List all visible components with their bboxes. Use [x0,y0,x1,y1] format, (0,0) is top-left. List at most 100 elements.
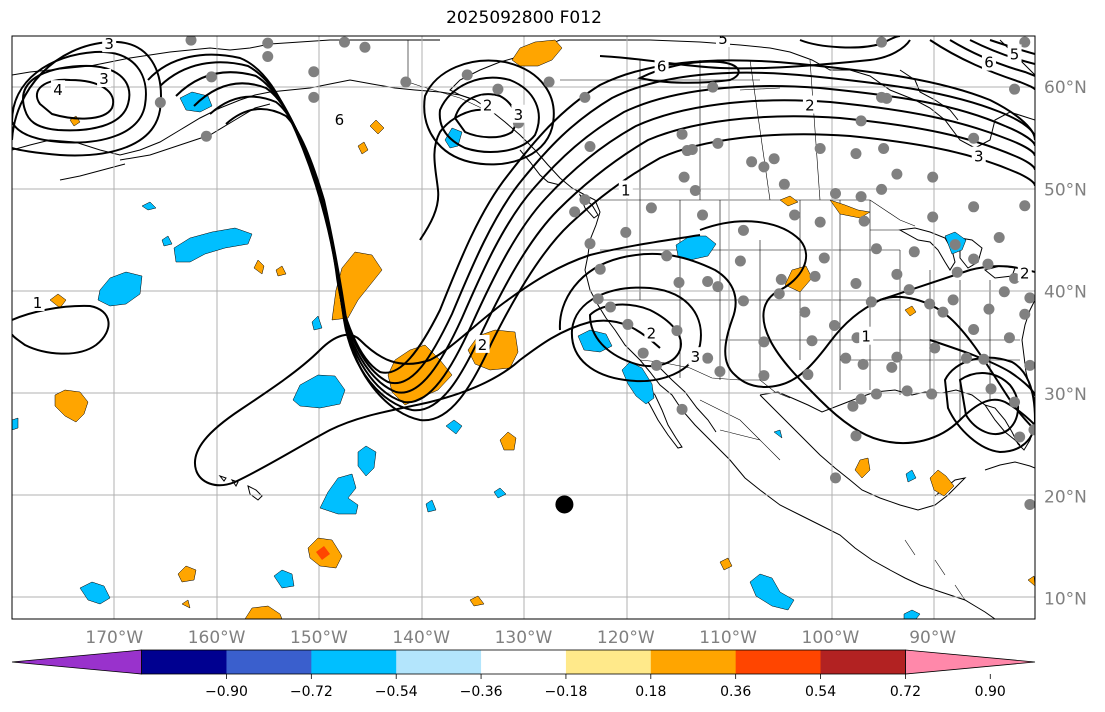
station-dot [901,385,913,397]
contour-label-bg [102,36,117,53]
longitude-label: 130°W [495,628,553,648]
contour-label: 3 [514,106,524,124]
negative-anomaly-patch [319,473,359,515]
positive-anomaly-patch [177,565,197,583]
station-dot [968,253,980,265]
station-dot [993,231,1005,243]
station-dot [775,273,787,285]
positive-anomaly-patch [469,595,485,607]
station-dot [712,137,724,149]
latitude-labels: 60°N 50°N 40°N 30°N 20°N 10°N [1044,78,1087,609]
station-dot [881,92,893,104]
colorbar-tick-label: 0.90 [975,684,1006,700]
station-dot [855,393,867,405]
colorbar-segment [226,650,312,674]
negative-anomaly-patch [425,499,437,513]
station-dot [773,288,785,300]
station-dot [594,263,606,275]
positive-anomaly-patch [499,431,517,451]
station-dot [746,156,758,168]
station-dot [903,284,915,296]
station-dot [1009,396,1021,408]
station-dot [262,50,274,62]
station-dot [960,352,972,364]
station-dot [661,250,673,262]
contour-label: 5 [718,30,728,48]
positive-anomaly-patch [275,265,287,277]
contour-label: 6 [335,111,345,129]
station-dot [584,140,596,152]
station-dot [926,388,938,400]
station-dot [154,96,166,108]
positive-anomaly-patch [904,305,917,317]
negative-anomaly-patch [311,315,323,331]
station-dot [185,36,197,46]
station-dot [809,270,821,282]
negative-anomaly-patch [12,417,19,431]
station-dot [1024,292,1035,304]
contour-label: 6 [657,58,667,76]
station-dot [985,383,997,395]
station-dot [1003,332,1015,344]
station-dot [870,388,882,400]
station-dot [870,243,882,255]
coastlines [12,39,1035,619]
station-dot [818,252,830,264]
longitude-label: 110°W [699,628,757,648]
positive-anomaly-patch [49,293,67,309]
contour-label-bg [511,104,526,123]
colorbar-tick-label: −0.36 [460,684,503,700]
station-dot [857,358,869,370]
colorbar-tick-label: −0.54 [375,684,418,700]
contour-label-bg [480,95,495,114]
station-dot [359,41,371,53]
station-dot [579,194,591,206]
longitude-label: 140°W [392,628,450,648]
station-dot [929,342,941,354]
station-dot [604,301,616,313]
station-dot [830,188,842,200]
station-dot [737,224,749,236]
station-dot [949,239,961,251]
colorbar-extend-max [905,649,1036,675]
station-dot [814,143,826,155]
colorbar-segment [650,650,737,674]
contour-label-bg [644,323,659,342]
contour-label-bg [654,56,669,75]
contour-label: 2 [478,336,488,354]
station-dot [1009,272,1021,284]
station-dot [830,472,842,484]
negative-anomaly-patch [773,429,783,439]
positive-anomaly-patch [54,389,89,423]
contour-label: 1 [33,294,43,312]
colorbar-tick-label: 0.18 [635,684,666,700]
negative-anomaly-patch [173,227,253,263]
station-dot [671,325,683,337]
station-dot [908,246,920,258]
colorbar: −0.90 −0.72 −0.54 −0.36 −0.18 0.18 0.36 0.54 0.7… [11,649,1036,700]
positive-anomaly-patch [511,39,563,67]
station-markers [154,36,1035,510]
colorbar-segment [396,650,482,674]
negative-anomaly-patch [905,469,917,483]
station-dot [878,143,890,155]
map-frame [11,35,1036,620]
contour-label-bg [971,146,986,165]
station-dot [338,36,350,48]
latitude-label: 30°N [1044,385,1087,405]
contour-label-bg [618,180,633,199]
station-dot [584,238,596,250]
station-dot [707,81,719,93]
station-dot [806,335,818,347]
station-dot [814,216,826,228]
station-dot [678,171,690,183]
station-dot [689,184,701,196]
station-dot [686,144,698,156]
station-dot [712,281,724,293]
contour-label: 3 [974,148,984,166]
longitude-labels: 170°W 160°W 150°W 140°W 130°W 120°W 110°W 100°W… [85,628,956,648]
positive-anomaly-patch [829,199,871,219]
station-dot [789,209,801,221]
